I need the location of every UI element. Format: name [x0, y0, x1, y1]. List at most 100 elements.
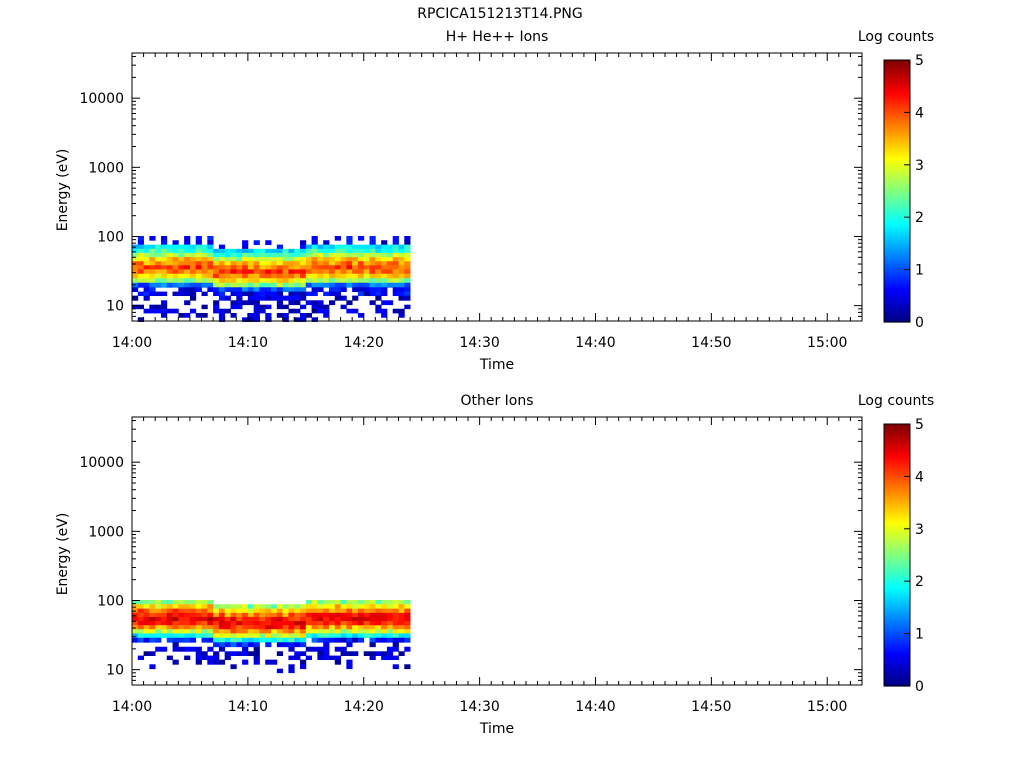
spectrogram-cell [218, 625, 226, 630]
y-tick-label: 10 [106, 299, 124, 315]
spectrogram-cell [276, 248, 284, 254]
spectrogram-cell [352, 625, 359, 630]
colorbar-segment [884, 608, 910, 611]
colorbar-label-bottom: Log counts [857, 393, 935, 409]
spectrogram-cell [218, 659, 226, 665]
spectrogram-cell [271, 633, 278, 639]
spectrogram-cell [311, 278, 318, 284]
spectrogram-cell [265, 261, 272, 266]
colorbar-segment [884, 452, 910, 456]
spectrogram-cell [363, 629, 370, 634]
spectrogram-cell [328, 629, 336, 634]
spectrogram-cell [369, 287, 376, 292]
spectrogram-cell [386, 273, 394, 279]
spectrogram-cell [346, 300, 353, 306]
spectrogram-cell [276, 629, 284, 634]
colorbar-segment [884, 528, 910, 532]
spectrogram-cell [184, 604, 191, 610]
spectrogram-cell [224, 273, 231, 279]
spectrogram-cell [236, 304, 243, 310]
spectrogram-cell [323, 655, 330, 661]
colorbar-segment [884, 221, 910, 225]
spectrogram-cell [155, 261, 162, 266]
spectrogram-cell [294, 608, 301, 614]
colorbar-segment [884, 428, 910, 431]
colorbar-segment [884, 655, 910, 658]
spectrogram-cell [282, 633, 289, 639]
colorbar-segment [884, 96, 910, 100]
spectrogram-cell [253, 273, 260, 279]
spectrogram-cell [247, 642, 255, 648]
spectrogram-cell [311, 300, 318, 306]
spectrogram-cell [265, 240, 272, 246]
spectrogram-cell [207, 248, 214, 254]
spectrogram-cell [218, 313, 226, 318]
spectrogram-cell [166, 265, 173, 270]
spectrogram-cell [386, 637, 394, 643]
spectrogram-cell [143, 612, 150, 618]
spectrogram-cell [363, 269, 370, 275]
spectrogram-cell [143, 600, 150, 605]
colorbar-segment [884, 276, 910, 280]
spectrogram-cell [201, 273, 208, 279]
spectrogram-cell [317, 629, 324, 634]
spectrogram-cell [230, 304, 237, 310]
spectrogram-cell [294, 612, 301, 618]
spectrogram-cell [300, 240, 307, 246]
x-axis-label-bottom: Time [479, 721, 515, 737]
spectrogram-cell [398, 308, 405, 314]
colorbar-segment [884, 76, 910, 80]
spectrogram-cell [178, 600, 185, 605]
spectrogram-cell [334, 295, 341, 301]
spectrogram-cell [271, 287, 278, 292]
spectrogram-cell [300, 261, 307, 266]
spectrogram-cell [253, 240, 260, 246]
spectrogram-cell [392, 265, 399, 270]
spectrogram-cell [346, 637, 353, 643]
spectrogram-cell [201, 257, 208, 262]
spectrogram-cell [265, 282, 272, 288]
spectrogram-cell [363, 244, 370, 250]
spectrogram-cell [259, 637, 266, 643]
colorbar-segment [884, 225, 910, 229]
colorbar-segment [884, 268, 910, 272]
spectrogram-cell [132, 265, 139, 270]
spectrogram-cell [184, 252, 191, 258]
spectrogram-cell [201, 265, 208, 270]
spectrogram-cell [392, 625, 399, 630]
colorbar-segment [884, 297, 910, 301]
colorbar-segment [884, 291, 910, 294]
spectrogram-cell [149, 257, 156, 262]
spectrogram-cell [132, 287, 139, 292]
spectrogram-cell [184, 269, 191, 275]
colorbar-segment [884, 661, 910, 665]
spectrogram-cell [230, 651, 237, 656]
colorbar-segment [884, 231, 910, 235]
spectrogram-cell [160, 300, 168, 306]
colorbar-segment [884, 119, 910, 123]
spectrogram-cell [166, 308, 173, 314]
spectrogram-cell [323, 252, 330, 258]
spectrogram-cell [323, 257, 330, 262]
colorbar-segment [884, 442, 910, 446]
spectrogram-cell [352, 282, 359, 288]
spectrogram-cell [328, 621, 336, 626]
colorbar-segment [884, 135, 910, 139]
spectrogram-cell [207, 655, 214, 661]
spectrogram-cell [334, 252, 341, 258]
spectrogram-cell [288, 642, 295, 648]
spectrogram-cell [375, 265, 382, 270]
colorbar-segment [884, 209, 910, 213]
spectrogram-cell [381, 651, 388, 656]
colorbar-segment [884, 542, 910, 546]
spectrogram-cell [369, 629, 376, 634]
spectrogram-cell [357, 265, 365, 270]
spectrogram-cell [323, 244, 330, 250]
spectrogram-cell [334, 608, 341, 614]
spectrogram-cell [369, 291, 376, 297]
colorbar-segment [884, 74, 910, 77]
spectrogram-cell [132, 629, 139, 634]
spectrogram-cell [155, 646, 162, 652]
spectrogram-cell [265, 313, 272, 318]
spectrogram-cell [352, 295, 359, 301]
